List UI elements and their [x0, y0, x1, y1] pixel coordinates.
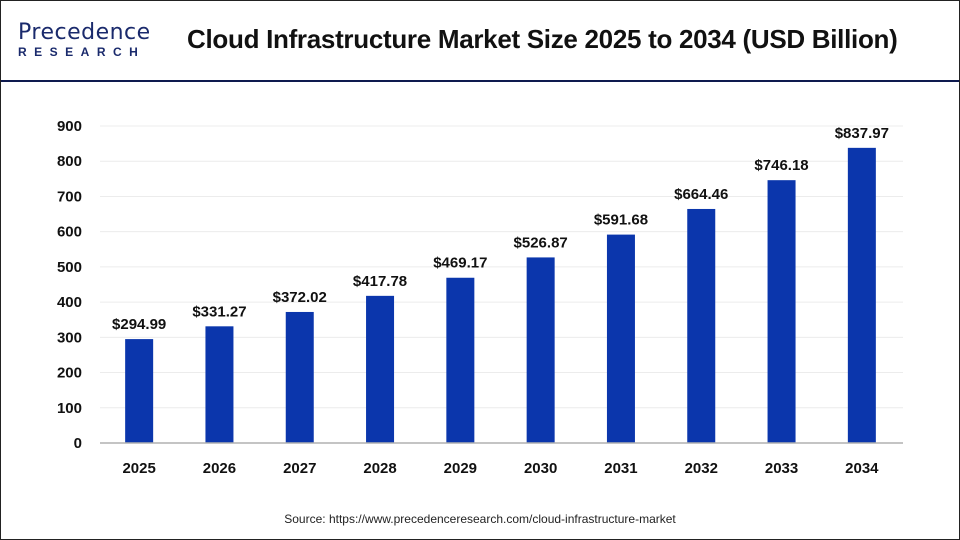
- x-tick-label: 2026: [203, 460, 236, 477]
- bar: [526, 257, 555, 443]
- source-text: Source: https://www.precedenceresearch.c…: [284, 512, 676, 526]
- data-label: $837.97: [835, 125, 889, 142]
- x-tick-label: 2034: [845, 460, 879, 477]
- y-tick-label: 700: [57, 188, 82, 205]
- bar: [366, 295, 395, 443]
- logo-text: Precedence: [18, 20, 151, 45]
- bar: [687, 208, 716, 443]
- x-tick-label: 2030: [524, 460, 557, 477]
- data-label: $417.78: [353, 273, 407, 290]
- data-label: $746.18: [754, 157, 808, 174]
- x-tick-label: 2032: [685, 460, 718, 477]
- y-tick-label: 800: [57, 153, 82, 170]
- bar: [847, 147, 876, 444]
- data-label: $591.68: [594, 212, 648, 229]
- x-tick-label: 2028: [363, 460, 396, 477]
- logo-subtext: RESEARCH: [18, 45, 146, 59]
- precedence-research-logo: Precedence RESEARCH: [18, 22, 158, 62]
- y-tick-label: 200: [57, 365, 82, 382]
- x-tick-label: 2027: [283, 460, 316, 477]
- y-tick-label: 900: [57, 118, 82, 135]
- bar: [606, 234, 635, 443]
- x-tick-label: 2033: [765, 460, 798, 477]
- bar: [205, 326, 234, 443]
- data-label: $372.02: [273, 289, 327, 306]
- header-divider: [1, 80, 959, 82]
- chart-title: Cloud Infrastructure Market Size 2025 to…: [187, 24, 898, 54]
- x-tick-label: 2029: [444, 460, 477, 477]
- data-label: $469.17: [433, 255, 487, 272]
- x-tick-label: 2031: [604, 460, 637, 477]
- y-tick-label: 500: [57, 259, 82, 276]
- bar: [446, 277, 475, 443]
- bar: [285, 311, 314, 443]
- data-label: $294.99: [112, 316, 166, 333]
- bar: [125, 339, 154, 443]
- x-tick-label: 2025: [122, 460, 155, 477]
- y-tick-label: 600: [57, 224, 82, 241]
- y-tick-label: 100: [57, 400, 82, 417]
- y-tick-label: 300: [57, 329, 82, 346]
- y-tick-label: 0: [74, 435, 82, 452]
- data-label: $526.87: [514, 234, 568, 251]
- bar: [767, 180, 796, 443]
- data-label: $664.46: [674, 186, 728, 203]
- y-tick-label: 400: [57, 294, 82, 311]
- data-label: $331.27: [192, 303, 246, 320]
